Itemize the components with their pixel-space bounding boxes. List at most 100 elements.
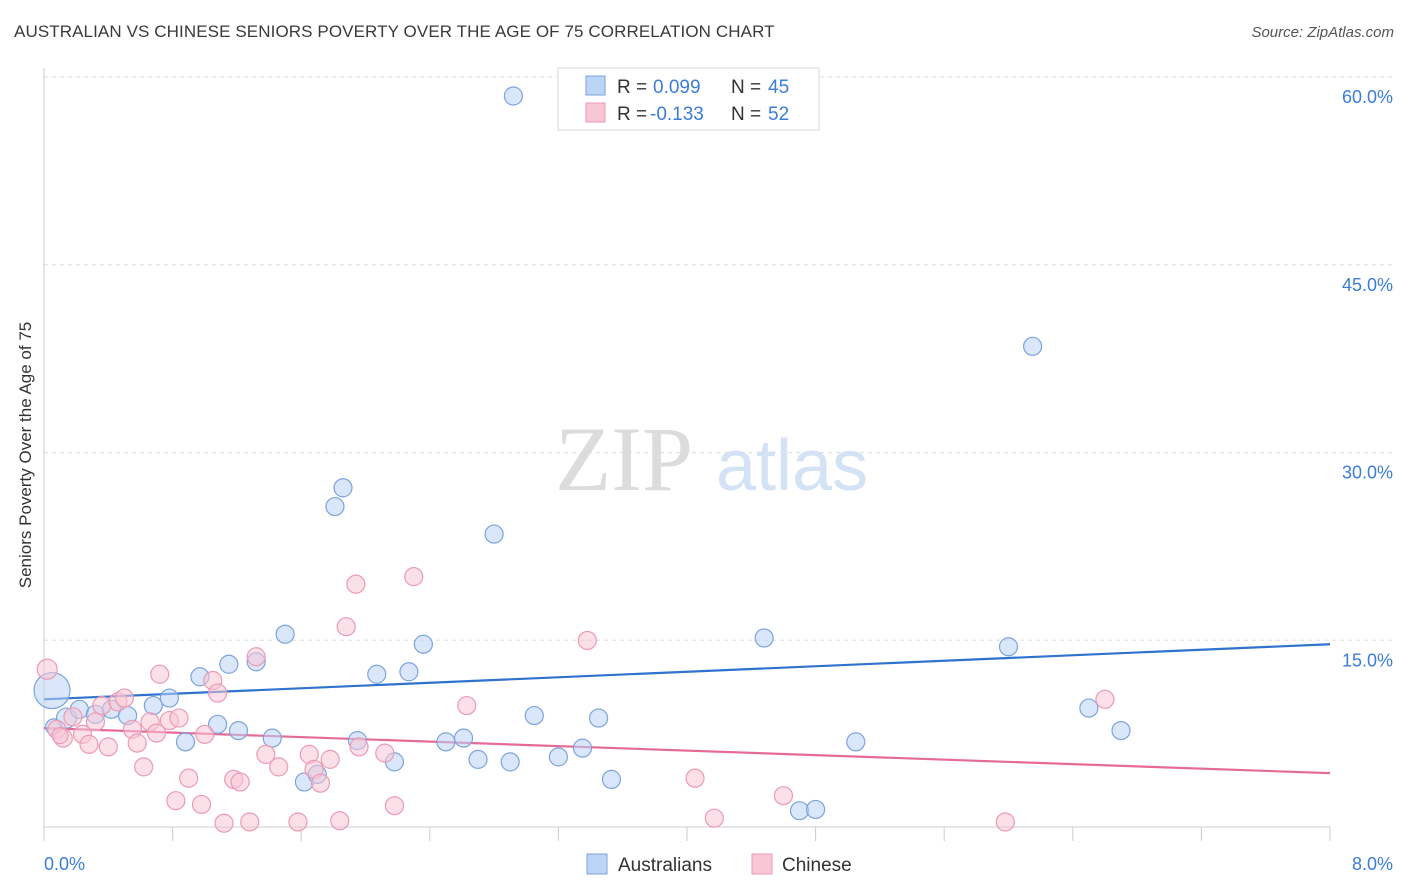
grid-lines bbox=[44, 76, 1392, 641]
point-chinese-7 bbox=[92, 695, 112, 716]
point-australians-40 bbox=[998, 637, 1019, 657]
point-australians-28 bbox=[484, 524, 504, 544]
trend-line-chinese bbox=[43, 726, 1331, 775]
legend-top: R = 0.099 N = 45 R = -0.133 N = 52 bbox=[557, 67, 820, 131]
point-chinese-18 bbox=[166, 791, 186, 811]
legend-r-label-1: R = bbox=[617, 77, 647, 98]
point-chinese-35 bbox=[310, 773, 331, 793]
point-australians-42 bbox=[1079, 698, 1099, 718]
point-chinese-0 bbox=[36, 658, 58, 680]
point-chinese-12 bbox=[127, 733, 147, 753]
point-chinese-37 bbox=[330, 811, 350, 831]
point-australians-41 bbox=[1023, 336, 1043, 356]
point-australians-30 bbox=[503, 86, 523, 106]
legend-swatch-chinese bbox=[585, 102, 606, 123]
point-chinese-16 bbox=[150, 664, 170, 684]
point-chinese-31 bbox=[269, 757, 289, 777]
point-australians-11 bbox=[219, 654, 239, 674]
chart-title: AUSTRALIAN VS CHINESE SENIORS POVERTY OV… bbox=[14, 22, 775, 41]
point-chinese-5 bbox=[79, 734, 99, 754]
point-chinese-51 bbox=[51, 727, 69, 745]
point-australians-34 bbox=[588, 708, 609, 728]
point-australians-24 bbox=[413, 634, 433, 654]
point-chinese-20 bbox=[179, 768, 199, 788]
legend-n-label-2: N = bbox=[731, 104, 761, 125]
point-chinese-50 bbox=[1095, 689, 1115, 709]
x-tick-label-max: 8.0% bbox=[1352, 854, 1393, 874]
legend-bottom-australians: Australians bbox=[618, 855, 712, 876]
point-chinese-8 bbox=[98, 737, 118, 757]
point-australians-39 bbox=[846, 732, 866, 752]
point-australians-25 bbox=[436, 732, 456, 752]
legend-n-value-1: 45 bbox=[768, 77, 789, 98]
point-australians-43 bbox=[1111, 720, 1131, 741]
data-points bbox=[33, 86, 1131, 833]
point-australians-12 bbox=[228, 720, 249, 741]
point-chinese-39 bbox=[346, 574, 366, 594]
point-australians-21 bbox=[367, 664, 387, 684]
point-chinese-41 bbox=[375, 743, 395, 763]
point-chinese-40 bbox=[349, 737, 369, 757]
point-australians-37 bbox=[789, 801, 810, 821]
watermark: ZIP atlas bbox=[555, 408, 868, 510]
legend-n-label-1: N = bbox=[731, 77, 761, 98]
point-chinese-48 bbox=[773, 786, 794, 806]
legend-bottom-swatch-chinese bbox=[751, 853, 773, 875]
point-chinese-29 bbox=[246, 647, 266, 667]
point-chinese-38 bbox=[336, 617, 356, 637]
point-australians-19 bbox=[333, 478, 353, 498]
watermark-atlas: atlas bbox=[716, 426, 868, 506]
point-australians-6 bbox=[143, 695, 163, 716]
y-tick-label-45: 45.0% bbox=[1342, 275, 1393, 295]
point-australians-32 bbox=[548, 747, 569, 767]
point-chinese-24 bbox=[208, 683, 228, 703]
legend-r-label-2: R = bbox=[617, 104, 647, 125]
point-chinese-28 bbox=[240, 812, 260, 832]
source-label: Source: ZipAtlas.com bbox=[1251, 24, 1394, 41]
legend-r-value-2: -0.133 bbox=[650, 104, 704, 125]
point-australians-33 bbox=[572, 738, 593, 758]
legend-r-value-1: 0.099 bbox=[653, 77, 701, 98]
point-chinese-27 bbox=[230, 772, 250, 792]
axes: 15.0% 30.0% 45.0% 60.0% 0.0% 8.0% bbox=[43, 68, 1393, 874]
point-australians-7 bbox=[159, 688, 179, 708]
point-australians-31 bbox=[524, 705, 544, 726]
point-australians-15 bbox=[275, 624, 295, 644]
point-chinese-47 bbox=[704, 808, 724, 828]
point-chinese-21 bbox=[191, 794, 212, 815]
y-tick-label-60: 60.0% bbox=[1342, 87, 1393, 107]
point-chinese-49 bbox=[995, 812, 1015, 832]
point-chinese-13 bbox=[134, 757, 154, 777]
point-australians-27 bbox=[468, 749, 488, 769]
point-chinese-43 bbox=[404, 567, 424, 587]
point-chinese-10 bbox=[114, 688, 134, 708]
trend-lines bbox=[43, 643, 1331, 775]
legend-bottom-swatch-australians bbox=[586, 853, 608, 875]
point-chinese-45 bbox=[577, 630, 597, 651]
point-australians-10 bbox=[208, 714, 228, 734]
legend-swatch-australians bbox=[585, 75, 606, 96]
point-australians-38 bbox=[805, 799, 826, 820]
point-chinese-6 bbox=[85, 712, 106, 732]
point-chinese-42 bbox=[384, 796, 405, 816]
point-australians-23 bbox=[399, 662, 419, 682]
x-tick-label-min: 0.0% bbox=[44, 854, 85, 874]
point-chinese-15 bbox=[146, 723, 167, 743]
y-tick-label-15: 15.0% bbox=[1342, 650, 1393, 670]
point-australians-36 bbox=[754, 628, 774, 648]
point-chinese-22 bbox=[195, 724, 215, 744]
legend-bottom: Australians Chinese bbox=[586, 853, 852, 876]
point-australians-14 bbox=[262, 728, 282, 748]
legend-n-value-2: 52 bbox=[768, 104, 789, 125]
point-chinese-44 bbox=[457, 695, 477, 716]
point-chinese-30 bbox=[256, 744, 276, 764]
point-australians-18 bbox=[325, 496, 345, 517]
y-tick-label-30: 30.0% bbox=[1342, 463, 1393, 483]
trend-line-australians bbox=[43, 643, 1331, 701]
legend-bottom-chinese: Chinese bbox=[782, 855, 852, 876]
point-australians-8 bbox=[175, 732, 196, 752]
point-chinese-3 bbox=[63, 707, 83, 727]
point-australians-35 bbox=[601, 769, 622, 790]
point-chinese-36 bbox=[320, 749, 340, 769]
